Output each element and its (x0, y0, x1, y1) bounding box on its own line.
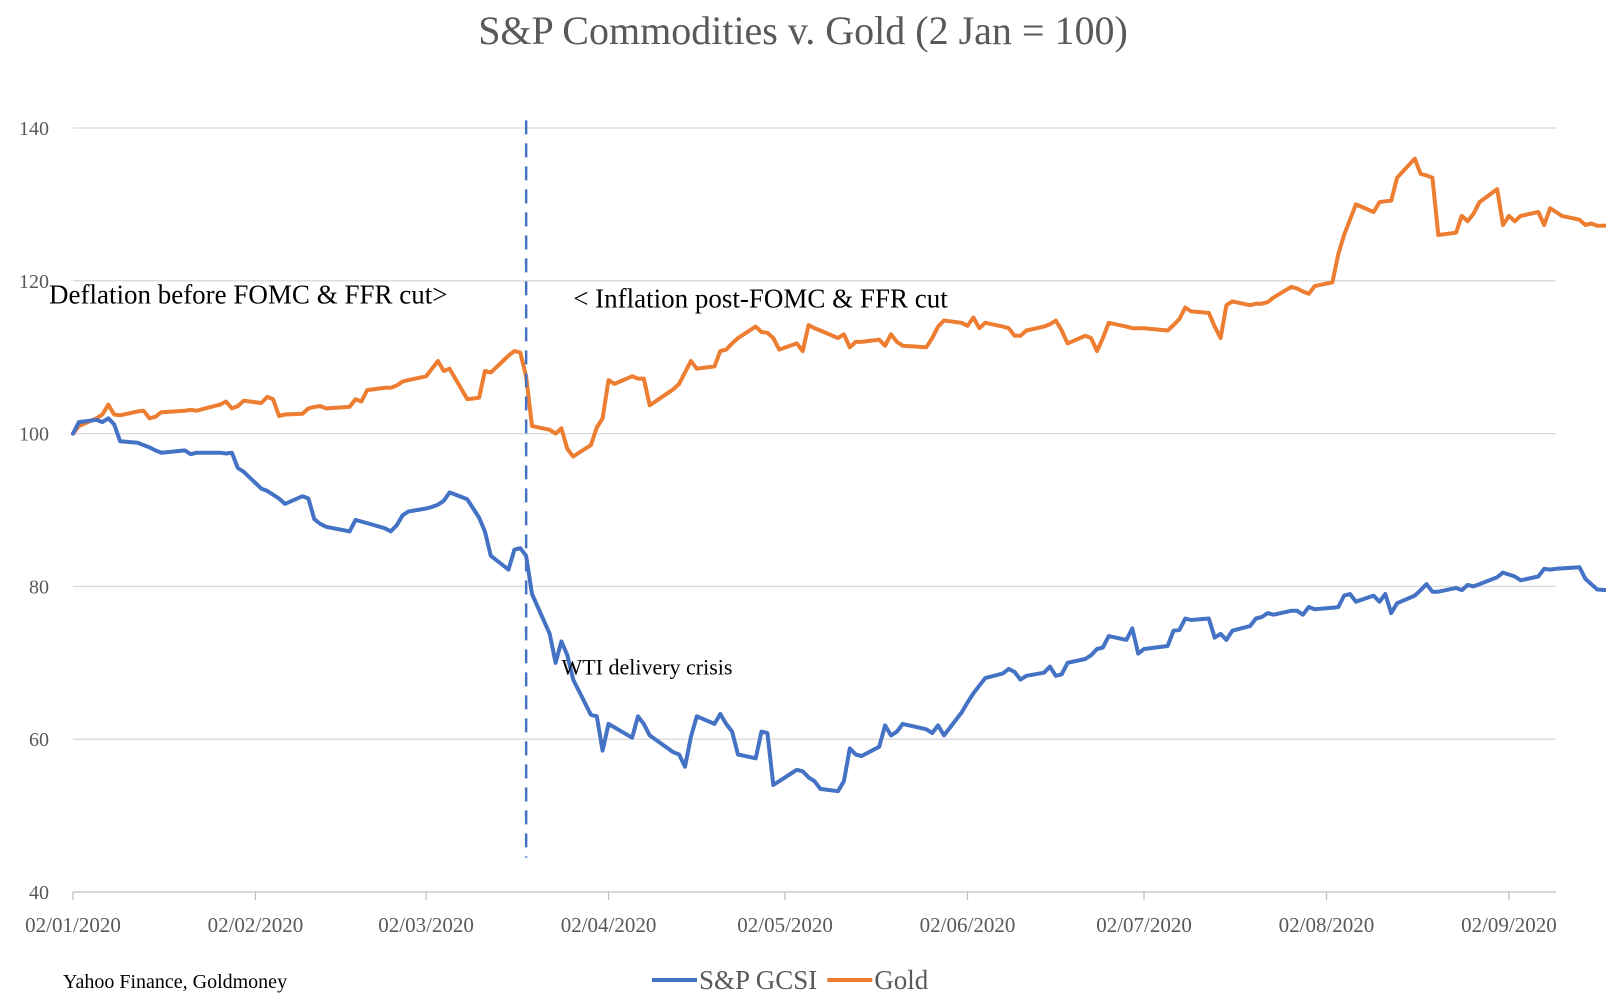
y-tick-label: 100 (19, 424, 49, 446)
series-lines (71, 156, 1606, 794)
x-tick-label: 02/03/2020 (378, 913, 474, 937)
legend-label: Gold (874, 965, 929, 995)
annotation-text: WTI delivery crisis (561, 654, 732, 679)
y-tick-label: 140 (19, 118, 49, 140)
y-axis-ticks: 40 60 80 100 120 140 (19, 118, 49, 904)
x-tick-label: 02/06/2020 (920, 913, 1016, 937)
x-tick-label: 02/07/2020 (1096, 913, 1192, 937)
x-tick-label: 02/09/2020 (1461, 913, 1557, 937)
legend-label: S&P GCSI (699, 965, 817, 995)
y-tick-label: 40 (29, 882, 49, 904)
source-note: Yahoo Finance, Goldmoney (63, 971, 287, 993)
y-tick-label: 120 (19, 271, 49, 293)
x-tick-label: 02/04/2020 (561, 913, 657, 937)
y-tick-label: 80 (29, 576, 49, 598)
legend: S&P GCSI Gold (652, 965, 929, 995)
x-axis-ticks: 02/01/2020 02/02/2020 02/03/2020 02/04/2020… (25, 892, 1557, 937)
annotation-text: < Inflation post-FOMC & FFR cut (573, 284, 948, 314)
series-line-s-p-gcsi (71, 416, 1606, 794)
x-tick-label: 02/02/2020 (208, 913, 304, 937)
x-tick-label: 02/01/2020 (25, 913, 121, 937)
annotations: Deflation before FOMC & FFR cut> < Inflat… (49, 280, 948, 680)
x-tick-label: 02/08/2020 (1279, 913, 1375, 937)
gridlines (73, 127, 1556, 740)
x-tick-label: 02/05/2020 (737, 913, 833, 937)
y-tick-label: 60 (29, 729, 49, 751)
annotation-text: Deflation before FOMC & FFR cut> (49, 280, 447, 310)
chart-title: S&P Commodities v. Gold (2 Jan = 100) (478, 8, 1128, 53)
series-line-gold (71, 156, 1606, 459)
